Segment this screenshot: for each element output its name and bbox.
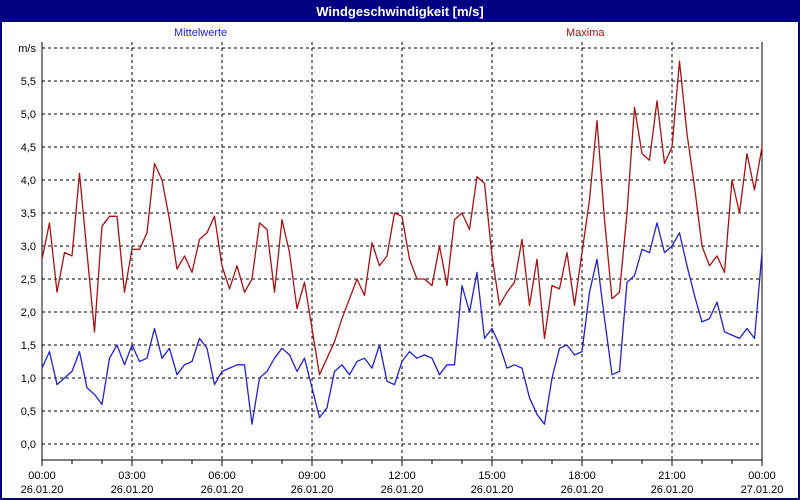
x-tick-date-label: 26.01.20 [471, 484, 514, 496]
x-tick-time-label: 09:00 [298, 470, 326, 482]
legend-mittelwerte: Mittelwerte [174, 27, 228, 39]
y-tick-label: 5,5 [21, 76, 36, 88]
x-tick-date-label: 26.01.20 [21, 484, 64, 496]
x-tick-date-label: 26.01.20 [201, 484, 244, 496]
x-tick-time-label: 00:00 [28, 470, 56, 482]
x-tick-date-label: 27.01.20 [741, 484, 784, 496]
x-tick-time-label: 12:00 [388, 470, 416, 482]
x-tick-time-label: 00:00 [748, 470, 776, 482]
y-tick-label: 4,0 [21, 175, 36, 187]
x-tick-date-label: 26.01.20 [291, 484, 334, 496]
x-tick-date-label: 26.01.20 [381, 484, 424, 496]
x-tick-time-label: 06:00 [208, 470, 236, 482]
y-tick-label: 0,5 [21, 406, 36, 418]
y-tick-label: 5,0 [21, 109, 36, 121]
x-tick-time-label: 21:00 [658, 470, 686, 482]
y-tick-label: 2,0 [21, 307, 36, 319]
series-line-mittelwerte [41, 222, 763, 425]
y-tick-label: 1,0 [21, 373, 36, 385]
y-tick-label: 4,5 [21, 142, 36, 154]
legend-maxima: Maxima [566, 27, 605, 39]
chart-title: Windgeschwindigkeit [m/s] [316, 4, 484, 19]
series-line-maxima [41, 60, 763, 376]
y-tick-label: 0,0 [21, 439, 36, 451]
title-bar: Windgeschwindigkeit [m/s] [2, 2, 798, 22]
x-tick-date-label: 26.01.20 [651, 484, 694, 496]
y-tick-label: 1,5 [21, 340, 36, 352]
x-tick-time-label: 18:00 [568, 470, 596, 482]
y-tick-label: 3,0 [21, 241, 36, 253]
x-tick-time-label: 03:00 [118, 470, 146, 482]
x-tick-time-label: 15:00 [478, 470, 506, 482]
y-tick-label: 2,5 [21, 274, 36, 286]
y-axis-unit-label: m/s [18, 43, 36, 55]
y-tick-label: 3,5 [21, 208, 36, 220]
x-tick-date-label: 26.01.20 [111, 484, 154, 496]
x-tick-date-label: 26.01.20 [561, 484, 604, 496]
